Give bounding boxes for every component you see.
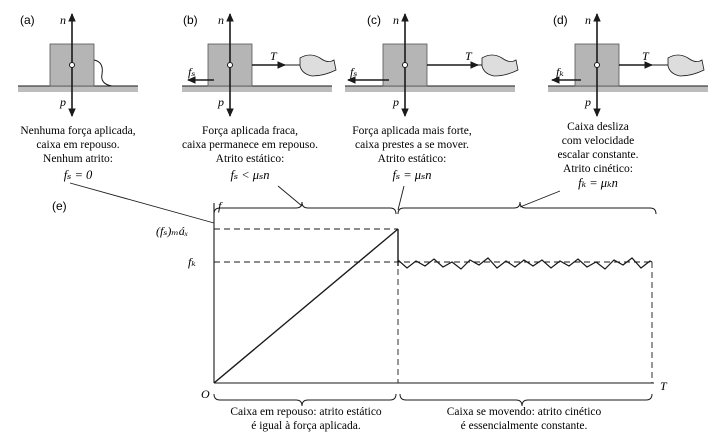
- pointer-a: [69, 182, 215, 224]
- panel-c-label: (c): [367, 13, 381, 27]
- brace-rest-top: [213, 201, 397, 215]
- panel-a: (a) n p: [18, 13, 138, 117]
- normal-label-c: n: [393, 13, 399, 27]
- caption-a-1: Nenhuma força aplicada,: [20, 125, 135, 137]
- caption-d-2: com velocidade: [562, 135, 634, 147]
- ground-c: [345, 86, 515, 92]
- brace-rest-bottom: [213, 393, 397, 407]
- hand-d: [667, 54, 705, 77]
- panel-d: (d) n p T fₖ: [548, 13, 708, 117]
- brace-moving-bottom: [399, 393, 653, 407]
- formula-d: fₖ = μₖn: [578, 176, 618, 190]
- y-axis-label: f: [218, 199, 223, 213]
- brace-moving-top: [397, 201, 657, 215]
- caption-b-2: caixa permanece em repouso.: [182, 139, 318, 151]
- friction-graph: (e) f T O (fₛ)ₘáₓ fₖ Caixa em repouso: a…: [52, 199, 668, 432]
- caption-b-3: Atrito estático:: [216, 153, 285, 165]
- applied-label-c: T: [465, 49, 473, 63]
- kinetic-friction-curve: [397, 257, 653, 270]
- caption-c-3: Atrito estático:: [378, 153, 447, 165]
- normal-label-d: n: [585, 13, 591, 27]
- normal-label-b: n: [218, 13, 224, 27]
- caption-d-1: Caixa desliza: [567, 121, 629, 133]
- formula-b: fₛ < μₛn: [230, 168, 269, 182]
- caption-a-2: caixa em repouso.: [36, 139, 119, 151]
- captions: Nenhuma força aplicada, caixa em repouso…: [20, 121, 638, 190]
- weight-label-c: p: [392, 95, 399, 109]
- moving-caption-2: é essencialmente constante.: [461, 420, 588, 432]
- static-friction-curve: [213, 228, 399, 384]
- ground-b: [182, 86, 332, 92]
- caption-b-1: Força aplicada fraca,: [202, 125, 298, 137]
- formula-c: fₛ = μₛn: [392, 168, 431, 182]
- pointer-d: [519, 190, 561, 208]
- caption-a-3: Nenhum atrito:: [43, 153, 113, 165]
- panel-b: (b) n p T fₛ: [182, 13, 337, 117]
- friction-label-d: fₖ: [556, 65, 564, 79]
- caption-c-1: Força aplicada mais forte,: [352, 125, 472, 137]
- panel-b-label: (b): [183, 13, 198, 27]
- rest-caption-2: é igual à força aplicada.: [251, 420, 361, 432]
- rope-a: [93, 59, 113, 87]
- panel-d-label: (d): [553, 13, 568, 27]
- moving-caption-1: Caixa se movendo: atrito cinético: [447, 406, 602, 418]
- panel-a-label: (a): [20, 13, 35, 27]
- panel-c: (c) n p T fₛ: [345, 13, 519, 117]
- applied-label-b: T: [270, 49, 278, 63]
- weight-label-b: p: [217, 95, 224, 109]
- weight-label-d: p: [584, 95, 591, 109]
- friction-label-c: fₛ: [350, 65, 357, 79]
- hand-c: [481, 54, 519, 77]
- applied-label-d: T: [642, 49, 650, 63]
- fs-max-label: (fₛ)ₘáₓ: [156, 224, 188, 238]
- rest-caption-1: Caixa em repouso: atrito estático: [230, 406, 382, 418]
- formula-a: fₛ = 0: [64, 168, 93, 182]
- pointer-b: [277, 185, 303, 207]
- ground-d: [548, 86, 708, 92]
- panel-e-label: (e): [52, 199, 67, 213]
- pointer-c: [397, 185, 405, 211]
- hand-b: [299, 54, 337, 77]
- caption-d-4: Atrito cinético:: [563, 163, 633, 175]
- x-axis-label: T: [660, 379, 668, 393]
- caption-c-2: caixa prestes a se mover.: [355, 139, 469, 151]
- origin-label: O: [201, 387, 210, 401]
- friction-label-b: fₛ: [188, 65, 195, 79]
- caption-d-3: escalar constante.: [557, 149, 638, 161]
- fk-label: fₖ: [188, 255, 196, 269]
- pointer-lines: [69, 182, 561, 224]
- ground-a: [18, 86, 138, 92]
- normal-label-a: n: [60, 13, 66, 27]
- weight-label-a: p: [59, 95, 66, 109]
